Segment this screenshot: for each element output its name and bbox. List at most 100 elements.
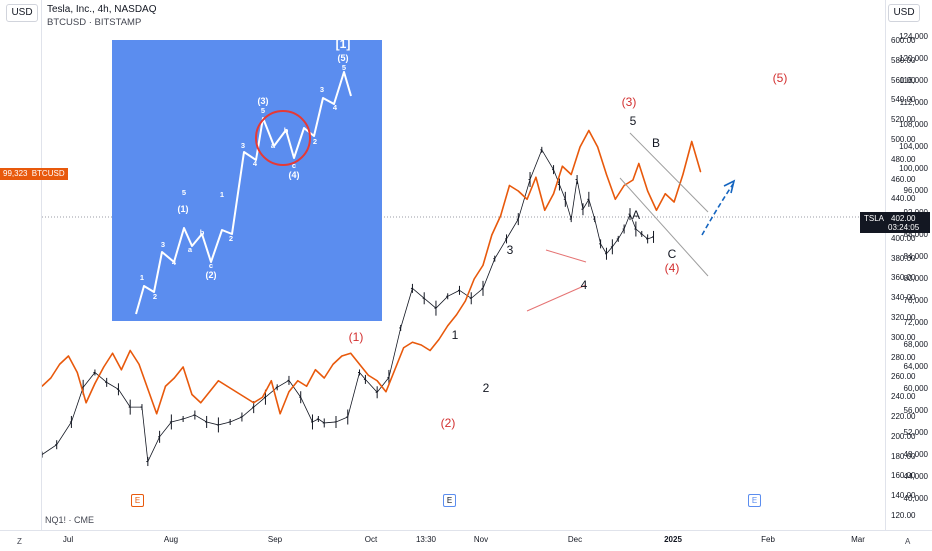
right-tick-label: 280.00 bbox=[891, 352, 916, 362]
left-tick-label: 48,000 bbox=[903, 450, 928, 459]
btcusd-point bbox=[191, 393, 193, 396]
btcusd-point bbox=[535, 176, 537, 178]
btcusd-point bbox=[544, 209, 546, 211]
left-tick-label: 100,000 bbox=[899, 164, 928, 173]
btcusd-point bbox=[438, 338, 440, 341]
inset-highlight-circle bbox=[255, 110, 311, 166]
btcusd-point bbox=[129, 349, 131, 352]
right-price-axis[interactable] bbox=[885, 0, 932, 530]
right-currency-button[interactable]: USD bbox=[888, 4, 920, 22]
left-tick-label: 80,000 bbox=[903, 274, 928, 283]
btcusd-point bbox=[682, 173, 684, 176]
right-tick-label: 560.00 bbox=[891, 75, 916, 85]
left-currency-button[interactable]: USD bbox=[6, 4, 38, 22]
right-tick-label: 260.00 bbox=[891, 372, 916, 382]
btcusd-point bbox=[579, 146, 581, 148]
btcusd-point bbox=[208, 391, 211, 393]
inset-wave-label: b bbox=[200, 228, 205, 237]
left-tick-label: 44,000 bbox=[903, 472, 928, 481]
btcusd-point bbox=[85, 402, 87, 404]
btcusd-point bbox=[385, 391, 387, 393]
btcusd-point bbox=[570, 173, 572, 176]
right-tick-label: 600.00 bbox=[891, 36, 916, 45]
left-tick-label: 96,000 bbox=[903, 186, 928, 195]
right-tick-label: 360.00 bbox=[891, 273, 916, 283]
earnings-event-icon[interactable]: E bbox=[131, 494, 144, 507]
btcusd-point bbox=[632, 179, 634, 181]
time-axis[interactable] bbox=[0, 530, 932, 551]
wave-label: C bbox=[668, 247, 677, 261]
btcusd-point bbox=[664, 193, 666, 195]
timezone-button[interactable]: Z bbox=[17, 537, 22, 546]
inset-wave-label: a bbox=[188, 245, 193, 254]
right-tick-label: 580.00 bbox=[891, 55, 916, 65]
btcusd-point bbox=[341, 355, 343, 357]
left-tick-label: 40,000 bbox=[903, 494, 928, 503]
btcusd-point bbox=[182, 366, 184, 368]
btcusd-point bbox=[120, 369, 122, 371]
right-tick-label: 120.00 bbox=[891, 510, 916, 520]
right-tick-label: 520.00 bbox=[891, 115, 916, 125]
left-price-axis[interactable] bbox=[0, 0, 42, 530]
btcusd-point bbox=[261, 396, 264, 398]
btcusd-point bbox=[94, 382, 96, 385]
correction-channel-upper bbox=[629, 132, 709, 213]
btcusd-point bbox=[164, 385, 167, 387]
time-tick-label: Aug bbox=[163, 535, 179, 544]
btcusd-point bbox=[332, 363, 334, 365]
tsla-price-value: 402.00 bbox=[891, 214, 916, 223]
inset-wave-label: 1 bbox=[220, 190, 224, 199]
inset-wave-label: 3 bbox=[241, 141, 245, 150]
inset-wave-label: [1] bbox=[336, 37, 351, 51]
wave-label: (2) bbox=[441, 416, 456, 430]
right-tick-label: 320.00 bbox=[891, 313, 916, 323]
inset-wave-label: 2 bbox=[313, 137, 317, 146]
auto-scale-button[interactable]: A bbox=[905, 537, 911, 546]
left-tick-label: 112,000 bbox=[899, 98, 928, 107]
left-tick-label: 88,000 bbox=[903, 230, 928, 239]
btcusd-point bbox=[367, 374, 369, 376]
btcusd-point bbox=[447, 325, 449, 327]
right-tick-label: 540.00 bbox=[891, 95, 916, 105]
btcusd-point bbox=[288, 391, 290, 393]
wave-label: (4) bbox=[665, 261, 680, 275]
earnings-event-icon[interactable]: E bbox=[748, 494, 761, 507]
btcusd-point bbox=[691, 140, 693, 143]
tsla-price-badge: TSLA 402.00 03:24:05 bbox=[860, 212, 930, 233]
left-tick-label: 52,000 bbox=[903, 428, 928, 437]
btcusd-point bbox=[270, 380, 272, 382]
earnings-event-icon[interactable]: E bbox=[443, 494, 456, 507]
right-tick-label: 380.00 bbox=[891, 253, 916, 263]
btcusd-point bbox=[588, 129, 590, 132]
wave-label: 3 bbox=[507, 243, 514, 257]
inset-wave-label: 1 bbox=[140, 273, 144, 282]
inset-wave-line bbox=[135, 71, 352, 315]
btcusd-point bbox=[147, 388, 149, 390]
wave-label: (5) bbox=[773, 71, 788, 85]
btcusd-point bbox=[226, 385, 228, 387]
inset-wave-label: 3 bbox=[320, 85, 324, 94]
btc-price-badge: 99,323 BTCUSD bbox=[0, 168, 68, 180]
inset-wave-label: 5 bbox=[342, 63, 346, 72]
btcusd-point bbox=[376, 380, 378, 382]
btcusd-point bbox=[156, 413, 158, 415]
btcusd-point bbox=[314, 369, 317, 371]
time-tick-label: Oct bbox=[364, 535, 378, 544]
tsla-price-series bbox=[41, 148, 654, 463]
btcusd-point bbox=[655, 209, 658, 211]
btcusd-point bbox=[647, 190, 649, 192]
wave-label: 4 bbox=[581, 278, 588, 292]
left-tick-label: 124,000 bbox=[899, 32, 928, 41]
btcusd-point bbox=[552, 193, 555, 195]
left-tick-label: 108,000 bbox=[899, 120, 928, 129]
left-tick-label: 64,000 bbox=[903, 362, 928, 371]
indicator-pane-label[interactable]: NQ1! · CME bbox=[45, 515, 95, 525]
time-tick-label: Mar bbox=[851, 535, 865, 544]
right-tick-label: 340.00 bbox=[891, 293, 916, 303]
btcusd-point bbox=[526, 198, 528, 200]
correction-channel-lower bbox=[619, 177, 709, 277]
btcusd-point bbox=[173, 377, 175, 379]
wave-label: (3) bbox=[622, 95, 637, 109]
